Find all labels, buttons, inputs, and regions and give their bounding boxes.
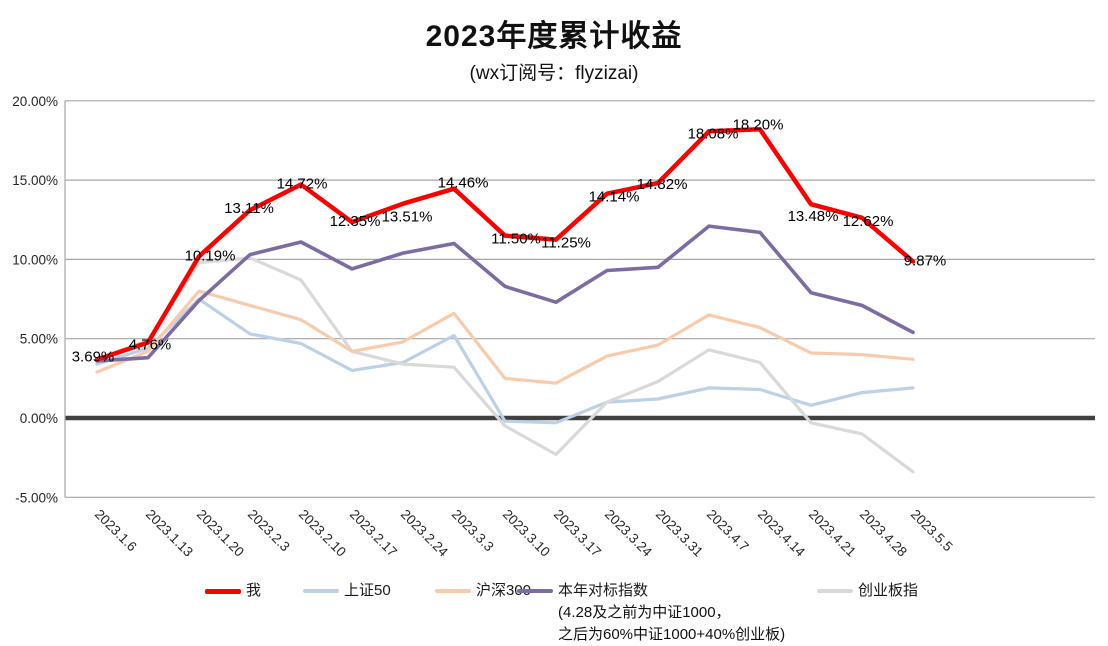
legend-swatch-csi300 xyxy=(435,589,471,593)
legend-label-csi300: 沪深300 xyxy=(476,582,532,599)
y-axis-tick-label: 20.00% xyxy=(12,94,58,109)
x-axis-tick-label: 2023.2.3 xyxy=(245,507,293,555)
legend-swatch-sse50 xyxy=(303,589,339,593)
legend-item-me: 我 xyxy=(205,582,261,600)
series-line-me xyxy=(94,127,916,362)
data-label-me: 18.20% xyxy=(733,116,784,133)
chart-subtitle: (wx订阅号：flyzizai) xyxy=(469,63,639,84)
legend-item-chinext: 创业板指 xyxy=(817,582,918,600)
legend-swatch-me xyxy=(205,589,241,594)
x-axis-tick-label: 2023.2.10 xyxy=(296,507,349,560)
legend-item-csi300: 沪深300 xyxy=(435,582,531,600)
legend-swatch-benchmark xyxy=(517,589,553,593)
data-label-me: 4.76% xyxy=(129,337,172,354)
data-label-me: 13.51% xyxy=(382,209,433,226)
series-line-chinext xyxy=(95,256,915,474)
y-axis-tick-label: 15.00% xyxy=(12,173,58,188)
x-axis-tick-label: 2023.1.6 xyxy=(92,507,140,555)
data-label-me: 14.72% xyxy=(277,176,328,193)
y-axis-tick-label: 10.00% xyxy=(12,252,58,267)
data-label-me: 11.50% xyxy=(491,231,541,248)
series-line-csi300 xyxy=(95,289,915,385)
data-label-me: 10.19% xyxy=(185,247,236,264)
data-label-me: 11.25% xyxy=(541,235,591,252)
data-label-me: 3.69% xyxy=(72,348,115,365)
data-label-me: 12.62% xyxy=(843,213,894,230)
legend-swatch-chinext xyxy=(817,589,853,593)
series-line-benchmark xyxy=(95,224,915,363)
legend-label-sse50: 上证50 xyxy=(344,582,391,599)
legend-item-benchmark: 本年对标指数 (4.28及之前为中证1000， 之后为60%中证1000+40%… xyxy=(517,582,785,646)
x-axis-tick-label: 2023.3.17 xyxy=(551,507,604,560)
x-axis-tick-label: 2023.1.20 xyxy=(194,507,247,560)
data-label-me: 13.11% xyxy=(224,200,274,217)
data-label-me: 14.46% xyxy=(438,175,489,192)
legend-label-chinext: 创业板指 xyxy=(858,582,919,599)
data-label-me: 9.87% xyxy=(904,252,947,269)
legend-item-sse50: 上证50 xyxy=(303,582,391,600)
legend-benchmark-note-line2: 之后为60%中证1000+40%创业板) xyxy=(558,626,786,643)
x-axis-tick-label: 2023.4.14 xyxy=(755,507,808,560)
chart-title: 2023年度累计收益 xyxy=(425,20,683,53)
y-axis-tick-label: 5.00% xyxy=(20,332,58,347)
x-axis-tick-label: 2023.5.5 xyxy=(908,507,956,555)
x-axis-tick-label: 2023.4.28 xyxy=(857,507,910,560)
x-axis-tick-label: 2023.4.7 xyxy=(704,507,752,555)
legend-label-benchmark: 本年对标指数 (4.28及之前为中证1000， 之后为60%中证1000+40%… xyxy=(558,582,785,646)
x-axis-tick-label: 2023.3.24 xyxy=(602,507,655,560)
y-axis-tick-label: -5.00% xyxy=(15,490,58,505)
data-label-me: 14.82% xyxy=(637,176,688,193)
x-axis-tick-label: 2023.3.31 xyxy=(653,507,706,560)
data-label-me: 12.35% xyxy=(330,213,381,230)
legend-benchmark-note-line1: (4.28及之前为中证1000， xyxy=(558,604,731,621)
x-axis-tick-label: 2023.2.24 xyxy=(398,507,451,560)
legend-label-me: 我 xyxy=(246,582,262,599)
legend-label-benchmark-name: 本年对标指数 xyxy=(558,582,649,599)
data-label-me: 18.08% xyxy=(688,125,739,142)
x-axis-tick-label: 2023.3.10 xyxy=(500,507,553,560)
series-line-sse50 xyxy=(95,297,915,425)
x-axis-tick-label: 2023.4.21 xyxy=(806,507,859,560)
data-label-me: 14.14% xyxy=(589,189,640,206)
x-axis-tick-label: 2023.3.3 xyxy=(449,507,497,555)
data-label-me: 13.48% xyxy=(788,208,839,225)
y-axis-tick-label: 0.00% xyxy=(20,411,58,426)
x-axis-tick-label: 2023.2.17 xyxy=(347,507,400,560)
x-axis-tick-label: 2023.1.13 xyxy=(143,507,196,560)
